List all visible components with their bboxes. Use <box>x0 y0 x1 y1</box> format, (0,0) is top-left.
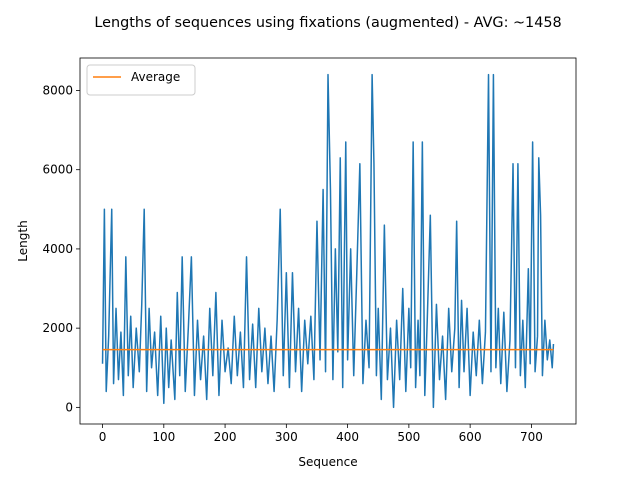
y-tick-label: 0 <box>65 400 73 414</box>
legend-box <box>86 64 196 96</box>
x-tick-label: 400 <box>336 430 359 444</box>
y-tick-label: 8000 <box>42 83 73 97</box>
x-tick-label: 0 <box>99 430 107 444</box>
x-tick-label: 200 <box>214 430 237 444</box>
y-tick-label: 2000 <box>42 321 73 335</box>
line-series <box>101 73 555 409</box>
x-tick-label: 600 <box>459 430 482 444</box>
y-axis-label: Length <box>16 220 30 261</box>
plot-frame <box>79 57 577 425</box>
x-tick-label: 300 <box>275 430 298 444</box>
legend-label: Average <box>131 70 180 84</box>
chart-title: Lengths of sequences using fixations (au… <box>94 15 561 31</box>
y-tick-label: 4000 <box>42 242 73 256</box>
x-tick-label: 100 <box>152 430 175 444</box>
x-tick-label: 500 <box>397 430 420 444</box>
x-tick-label: 700 <box>520 430 543 444</box>
y-tick-label: 6000 <box>42 163 73 177</box>
x-axis-label: Sequence <box>298 455 357 469</box>
